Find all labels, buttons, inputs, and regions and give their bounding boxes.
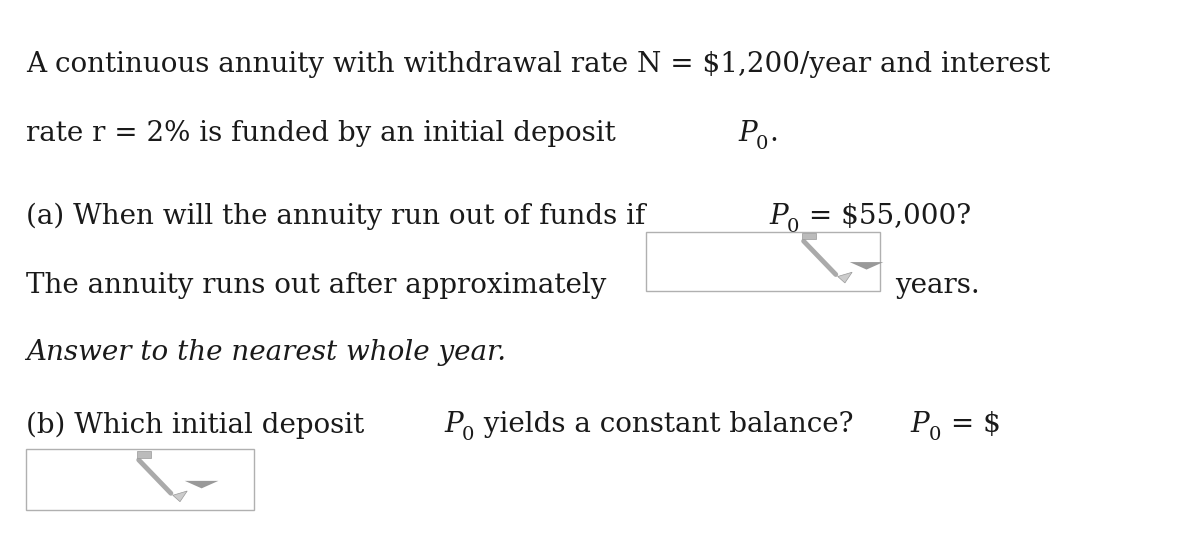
Text: .: . <box>769 120 778 147</box>
Text: P: P <box>911 411 930 438</box>
Text: rate r = 2% is funded by an initial deposit: rate r = 2% is funded by an initial depo… <box>26 120 625 147</box>
Text: 0: 0 <box>929 426 941 444</box>
Text: 0: 0 <box>756 135 768 153</box>
Text: yields a constant balance?: yields a constant balance? <box>475 411 863 438</box>
Text: years.: years. <box>895 272 980 300</box>
Text: (b) Which initial deposit: (b) Which initial deposit <box>26 411 373 438</box>
Polygon shape <box>850 262 883 270</box>
Polygon shape <box>802 233 816 239</box>
Text: Answer to the nearest whole year.: Answer to the nearest whole year. <box>26 339 506 366</box>
Text: = $55,000?: = $55,000? <box>800 203 972 230</box>
Text: = $: = $ <box>942 411 1001 438</box>
Bar <box>646 232 880 291</box>
Text: P: P <box>738 120 757 147</box>
Text: The annuity runs out after approximately: The annuity runs out after approximately <box>26 272 607 300</box>
Polygon shape <box>185 481 218 488</box>
Polygon shape <box>838 272 852 283</box>
Polygon shape <box>173 491 187 502</box>
Text: 0: 0 <box>462 426 474 444</box>
Bar <box>26 449 254 510</box>
Text: P: P <box>769 203 788 230</box>
Text: (a) When will the annuity run out of funds if: (a) When will the annuity run out of fun… <box>26 203 655 230</box>
Text: P: P <box>444 411 463 438</box>
Text: A continuous annuity with withdrawal rate N = $1,200/year and interest: A continuous annuity with withdrawal rat… <box>26 51 1050 78</box>
Text: 0: 0 <box>787 218 799 236</box>
Polygon shape <box>137 452 151 458</box>
